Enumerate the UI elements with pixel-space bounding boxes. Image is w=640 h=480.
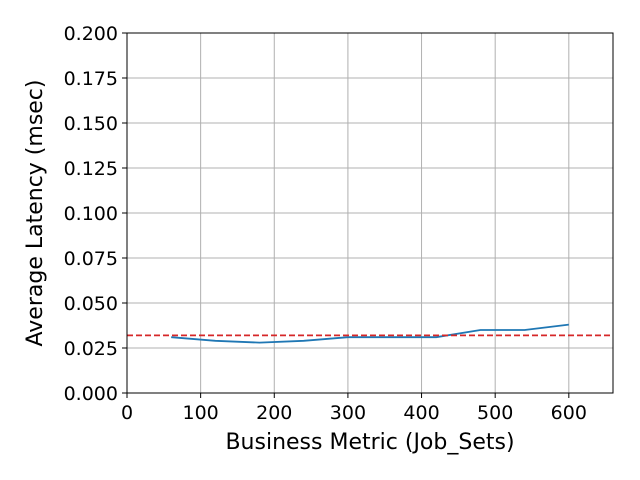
- x-tick-label: 300: [330, 402, 366, 424]
- x-tick-label: 200: [256, 402, 292, 424]
- data-line: [171, 323, 569, 344]
- x-tick-label: 500: [477, 402, 513, 424]
- y-tick-label: 0.200: [64, 23, 118, 45]
- x-tick-label: 100: [183, 402, 219, 424]
- plot-frame: [126, 32, 614, 394]
- x-tick-label: 600: [551, 402, 587, 424]
- x-axis-label: Business Metric (Job_Sets): [225, 430, 514, 455]
- y-axis-label: Average Latency (msec): [23, 80, 48, 347]
- y-tick-label: 0.050: [64, 293, 118, 315]
- y-tick-label: 0.025: [64, 338, 118, 360]
- x-tick-label: 400: [403, 402, 439, 424]
- y-tick-label: 0.075: [64, 248, 118, 270]
- y-tick-label: 0.100: [64, 203, 118, 225]
- y-tick-label: 0.175: [64, 68, 118, 90]
- y-tick-label: 0.125: [64, 158, 118, 180]
- y-tick-label: 0.000: [64, 383, 118, 405]
- x-tick-label: 0: [121, 402, 133, 424]
- y-tick-label: 0.150: [64, 113, 118, 135]
